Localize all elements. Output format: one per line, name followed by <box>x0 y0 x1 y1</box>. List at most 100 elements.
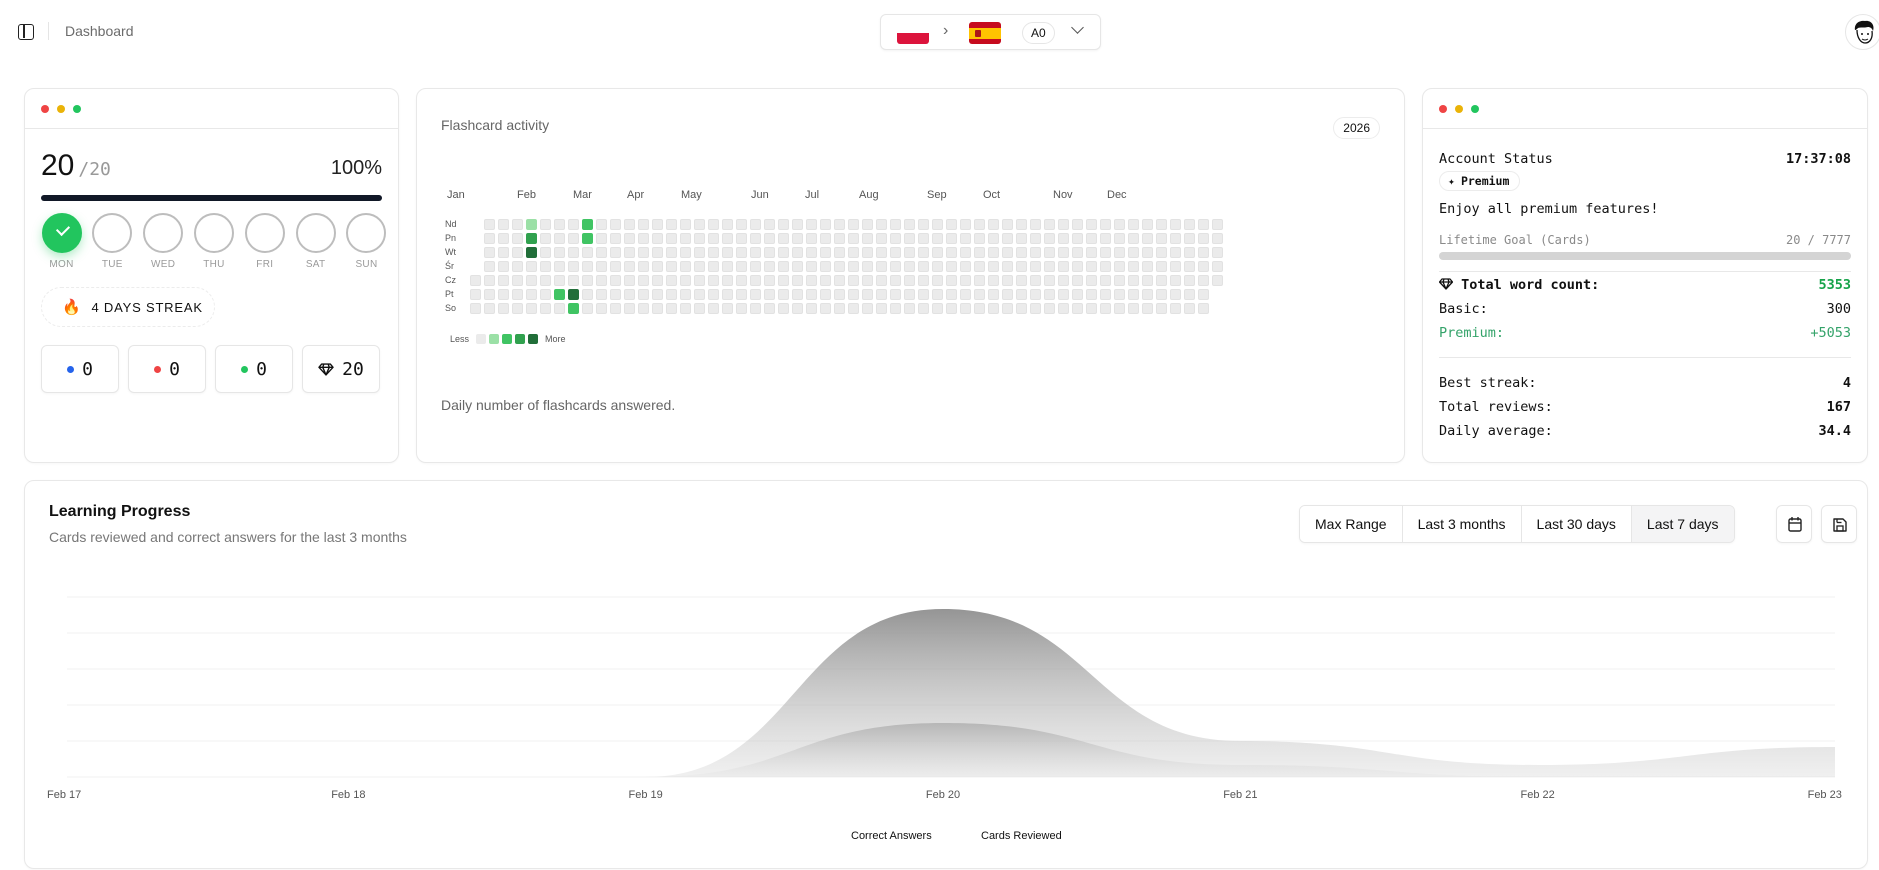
heatmap-cell[interactable] <box>722 247 733 258</box>
heatmap-cell[interactable] <box>764 275 775 286</box>
heatmap-cell[interactable] <box>512 303 523 314</box>
heatmap-cell[interactable] <box>974 247 985 258</box>
heatmap-cell[interactable] <box>652 303 663 314</box>
heatmap-cell[interactable] <box>1156 289 1167 300</box>
heatmap-cell[interactable] <box>988 261 999 272</box>
heatmap-cell[interactable] <box>750 275 761 286</box>
heatmap-cell[interactable] <box>1072 275 1083 286</box>
heatmap-cell[interactable] <box>1128 261 1139 272</box>
heatmap-cell[interactable] <box>554 289 565 300</box>
heatmap-cell[interactable] <box>1142 219 1153 230</box>
heatmap-cell[interactable] <box>1100 289 1111 300</box>
heatmap-cell[interactable] <box>792 247 803 258</box>
heatmap-cell[interactable] <box>834 247 845 258</box>
heatmap-cell[interactable] <box>890 219 901 230</box>
heatmap-cell[interactable] <box>918 289 929 300</box>
heatmap-cell[interactable] <box>1072 303 1083 314</box>
heatmap-cell[interactable] <box>568 289 579 300</box>
heatmap-cell[interactable] <box>1072 233 1083 244</box>
heatmap-cell[interactable] <box>806 261 817 272</box>
heatmap-cell[interactable] <box>862 233 873 244</box>
heatmap-cell[interactable] <box>1142 261 1153 272</box>
heatmap-cell[interactable] <box>484 247 495 258</box>
heatmap-cell[interactable] <box>694 247 705 258</box>
heatmap-cell[interactable] <box>554 261 565 272</box>
heatmap-cell[interactable] <box>876 261 887 272</box>
heatmap-cell[interactable] <box>512 261 523 272</box>
heatmap-cell[interactable] <box>568 275 579 286</box>
heatmap-cell[interactable] <box>848 261 859 272</box>
heatmap-cell[interactable] <box>498 261 509 272</box>
heatmap-cell[interactable] <box>988 289 999 300</box>
heatmap-cell[interactable] <box>1100 303 1111 314</box>
heatmap-cell[interactable] <box>1030 275 1041 286</box>
heatmap-cell[interactable] <box>834 275 845 286</box>
heatmap-cell[interactable] <box>946 247 957 258</box>
heatmap-cell[interactable] <box>1156 303 1167 314</box>
heatmap-cell[interactable] <box>1016 233 1027 244</box>
heatmap-cell[interactable] <box>988 247 999 258</box>
heatmap-cell[interactable] <box>708 219 719 230</box>
heatmap-cell[interactable] <box>1016 303 1027 314</box>
heatmap-cell[interactable] <box>778 233 789 244</box>
heatmap-cell[interactable] <box>1072 219 1083 230</box>
heatmap-cell[interactable] <box>1044 289 1055 300</box>
heatmap-cell[interactable] <box>1142 289 1153 300</box>
heatmap-cell[interactable] <box>988 219 999 230</box>
heatmap-cell[interactable] <box>624 233 635 244</box>
heatmap-cell[interactable] <box>484 233 495 244</box>
heatmap-cell[interactable] <box>484 261 495 272</box>
heatmap-cell[interactable] <box>526 247 537 258</box>
heatmap-cell[interactable] <box>1184 261 1195 272</box>
heatmap-cell[interactable] <box>1128 219 1139 230</box>
heatmap-cell[interactable] <box>624 247 635 258</box>
heatmap-cell[interactable] <box>1184 233 1195 244</box>
heatmap-cell[interactable] <box>624 219 635 230</box>
heatmap-cell[interactable] <box>946 219 957 230</box>
heatmap-cell[interactable] <box>778 261 789 272</box>
heatmap-cell[interactable] <box>1072 289 1083 300</box>
heatmap-cell[interactable] <box>1044 247 1055 258</box>
heatmap-cell[interactable] <box>764 247 775 258</box>
heatmap-cell[interactable] <box>484 303 495 314</box>
heatmap-cell[interactable] <box>806 233 817 244</box>
heatmap-cell[interactable] <box>722 289 733 300</box>
heatmap-cell[interactable] <box>750 247 761 258</box>
heatmap-cell[interactable] <box>1170 247 1181 258</box>
heatmap-cell[interactable] <box>568 247 579 258</box>
heatmap-cell[interactable] <box>1142 247 1153 258</box>
heatmap-cell[interactable] <box>778 247 789 258</box>
heatmap-cell[interactable] <box>792 233 803 244</box>
heatmap-cell[interactable] <box>848 219 859 230</box>
heatmap-cell[interactable] <box>484 275 495 286</box>
heatmap-cell[interactable] <box>708 303 719 314</box>
heatmap-cell[interactable] <box>526 261 537 272</box>
heatmap-cell[interactable] <box>890 303 901 314</box>
heatmap-cell[interactable] <box>1058 275 1069 286</box>
heatmap-cell[interactable] <box>1128 289 1139 300</box>
heatmap-cell[interactable] <box>582 261 593 272</box>
heatmap-cell[interactable] <box>1086 233 1097 244</box>
heatmap-cell[interactable] <box>974 261 985 272</box>
heatmap-cell[interactable] <box>1016 261 1027 272</box>
heatmap-cell[interactable] <box>638 247 649 258</box>
heatmap-cell[interactable] <box>596 247 607 258</box>
heatmap-cell[interactable] <box>694 261 705 272</box>
heatmap-cell[interactable] <box>470 275 481 286</box>
heatmap-cell[interactable] <box>582 233 593 244</box>
heatmap-cell[interactable] <box>876 233 887 244</box>
heatmap-cell[interactable] <box>652 275 663 286</box>
heatmap-cell[interactable] <box>1170 303 1181 314</box>
heatmap-cell[interactable] <box>1044 261 1055 272</box>
heatmap-cell[interactable] <box>680 289 691 300</box>
heatmap-cell[interactable] <box>1114 247 1125 258</box>
heatmap-cell[interactable] <box>540 261 551 272</box>
heatmap-cell[interactable] <box>1016 275 1027 286</box>
heatmap-cell[interactable] <box>736 233 747 244</box>
heatmap-cell[interactable] <box>722 219 733 230</box>
heatmap-cell[interactable] <box>932 275 943 286</box>
heatmap-cell[interactable] <box>694 303 705 314</box>
heatmap-cell[interactable] <box>484 219 495 230</box>
heatmap-cell[interactable] <box>764 219 775 230</box>
legend-correct-answers[interactable]: Correct Answers <box>851 830 932 842</box>
